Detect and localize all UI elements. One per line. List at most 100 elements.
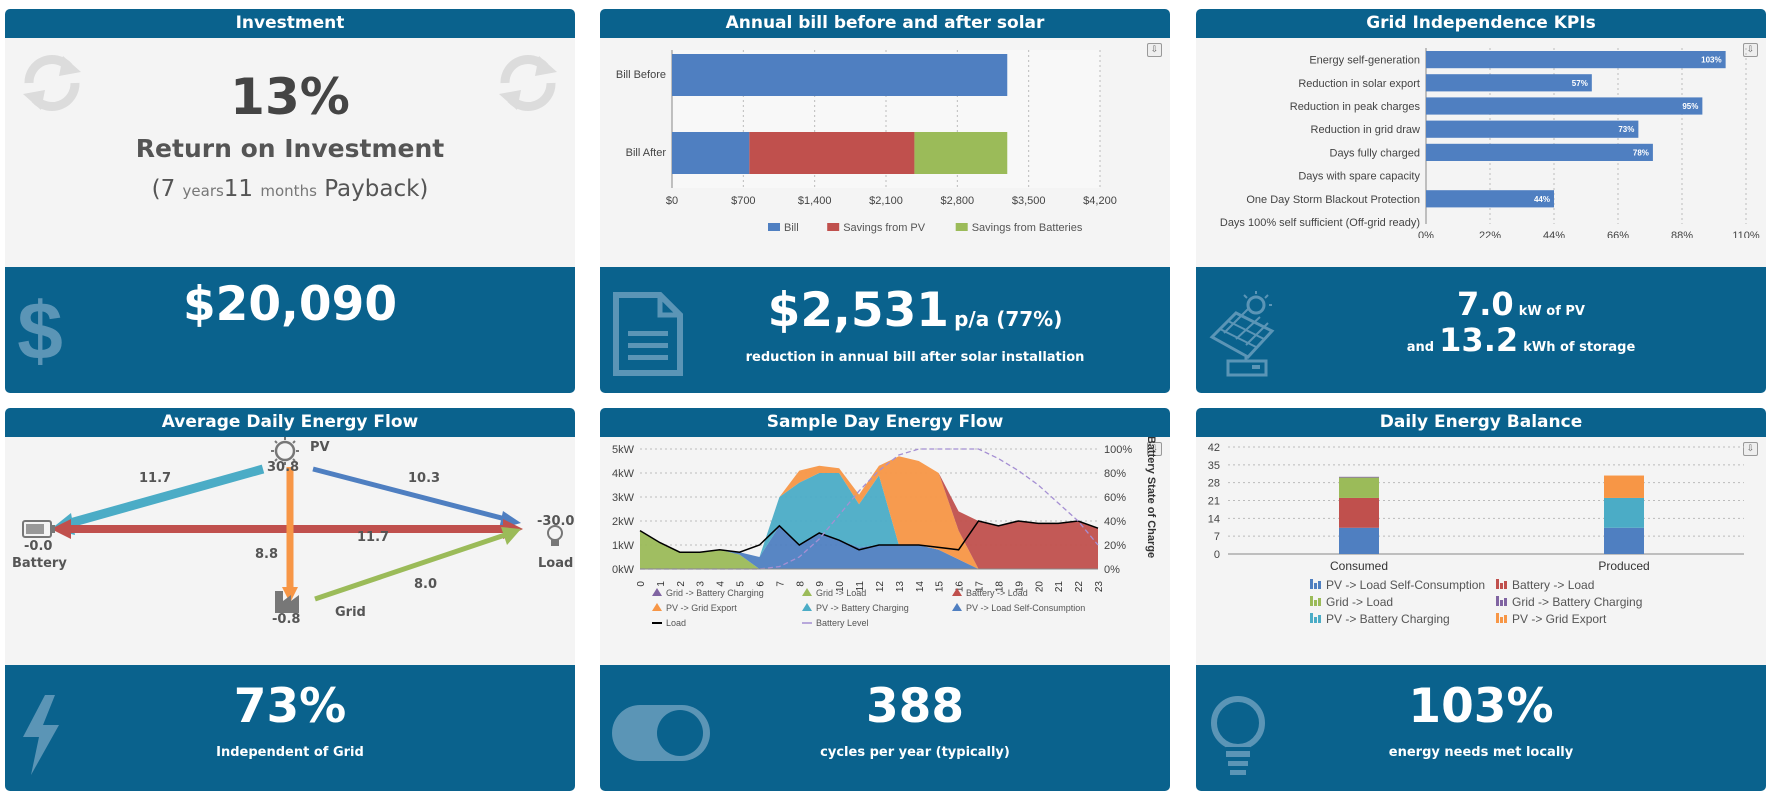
svg-text:$: $	[17, 289, 63, 369]
area-series	[640, 456, 1098, 569]
legend-label: Grid -> Load	[816, 588, 866, 598]
download-icon[interactable]: ⇩	[1743, 43, 1758, 57]
investment-footer: $ $20,090	[5, 267, 575, 393]
legend-label: PV -> Load Self-Consumption	[1326, 578, 1485, 592]
kpi-title: Grid Independence KPIs	[1196, 9, 1766, 38]
download-icon[interactable]: ⇩	[1147, 442, 1162, 456]
pv-value: 30.8	[267, 460, 300, 475]
flow-title: Average Daily Energy Flow	[5, 408, 575, 437]
data-label: 57%	[1572, 79, 1588, 88]
x-tick-label: 110%	[1732, 230, 1760, 238]
legend-label: Battery -> Load	[1512, 578, 1594, 592]
sample-panel: Sample Day Energy Flow ⇩ 0kW 0% 1kW 20% 2kW 4…	[600, 408, 1170, 791]
legend-label: PV -> Load Self-Consumption	[966, 603, 1085, 613]
kpi-chart: 0% 22% 44% 66% 88% 110% Energy self-generation…	[1220, 48, 1760, 238]
bar	[1339, 527, 1379, 554]
legend-label: Savings from Batteries	[972, 222, 1083, 234]
x-tick-label: 9	[815, 581, 826, 587]
legend-label: Battery -> Load	[966, 588, 1028, 598]
x-tick-label: Consumed	[1330, 559, 1388, 573]
category-label: Days 100% self sufficient (Off-grid read…	[1220, 217, 1420, 229]
energy-flow-diagram	[22, 437, 563, 613]
x-tick-label: $2,800	[941, 195, 975, 207]
y2-axis-title: Battery State of Charge	[1145, 437, 1157, 558]
kpi-footer: 7.0 kW of PV and 13.2 kWh of storage	[1196, 267, 1766, 393]
x-tick-label: 8	[795, 581, 806, 587]
x-tick-label: $0	[666, 195, 678, 207]
legend-swatch	[1496, 596, 1499, 606]
y-tick-label: 7	[1214, 531, 1220, 543]
y2-tick-label: 20%	[1104, 540, 1126, 552]
lightbulb-icon	[1211, 696, 1265, 775]
legend-swatch	[1318, 598, 1321, 606]
category-label: Days fully charged	[1330, 147, 1421, 159]
factory-icon	[275, 591, 299, 613]
legend-swatch	[1318, 581, 1321, 589]
y-tick-label: 0kW	[612, 564, 635, 576]
x-tick-label: 11	[855, 581, 866, 592]
legend-swatch	[1504, 581, 1507, 589]
legend-swatch	[1318, 615, 1321, 623]
balance-title: Daily Energy Balance	[1196, 408, 1766, 437]
balance-value: 103%	[1408, 679, 1554, 734]
grid-value: -0.8	[272, 612, 301, 627]
category-label: Bill After	[626, 147, 667, 159]
x-tick-label: 0%	[1418, 230, 1434, 238]
bar	[1604, 475, 1644, 498]
download-icon[interactable]: ⇩	[1743, 442, 1758, 456]
legend-swatch	[1500, 600, 1503, 606]
legend-swatch	[1496, 579, 1499, 589]
load-line	[639, 520, 1099, 553]
data-label: 103%	[1701, 56, 1721, 65]
x-tick-label: 15	[935, 581, 946, 593]
flow-caption: Independent of Grid	[216, 745, 364, 760]
y2-tick-label: 0%	[1104, 564, 1120, 576]
legend-swatch	[802, 603, 812, 611]
bill-panel: Annual bill before and after solar ⇩ $0 $…	[600, 9, 1170, 393]
edge-battery-load: 11.7	[357, 530, 390, 545]
legend-swatch	[768, 223, 780, 231]
legend-label: PV -> Grid Export	[666, 603, 737, 613]
bill-suffix: p/a (77%)	[954, 307, 1063, 331]
legend-swatch	[1500, 617, 1503, 623]
sample-value: 388	[865, 679, 965, 734]
bill-amount: $2,531	[767, 283, 950, 338]
legend-swatch	[1314, 600, 1317, 606]
y-tick-label: 21	[1208, 496, 1220, 508]
x-tick-label: 23	[1094, 581, 1105, 593]
y-tick-label: 14	[1208, 513, 1220, 525]
y-tick-label: 1kW	[612, 540, 635, 552]
x-tick-label: $1,400	[798, 195, 832, 207]
flow-pct: 73%	[233, 679, 347, 734]
bar	[914, 132, 1008, 174]
x-tick-label: 21	[1054, 581, 1065, 593]
bar	[1426, 190, 1554, 208]
solar-panel-icon	[1209, 291, 1275, 377]
x-tick-label: 18	[994, 581, 1005, 593]
legend-label: Grid -> Load	[1326, 595, 1393, 609]
data-label: 44%	[1534, 195, 1550, 204]
x-tick-label: $4,200	[1083, 195, 1117, 207]
x-tick-label: 16	[955, 581, 966, 593]
y-tick-label: 2kW	[612, 516, 635, 528]
x-tick-label: $2,100	[869, 195, 903, 207]
sample-footer: 388 cycles per year (typically)	[600, 665, 1170, 791]
area-series	[640, 530, 1098, 569]
y-tick-label: 5kW	[612, 444, 635, 456]
category-label: Bill Before	[616, 69, 666, 81]
lightbulb-icon	[547, 525, 563, 546]
legend-label: Grid -> Battery Charging	[666, 588, 764, 598]
x-tick-label: 13	[895, 581, 906, 593]
edge-grid-load: 8.0	[414, 577, 438, 592]
x-tick-label: 2	[676, 581, 687, 587]
y2-tick-label: 60%	[1104, 492, 1126, 504]
y-tick-label: 35	[1208, 460, 1220, 472]
download-icon[interactable]: ⇩	[1147, 43, 1162, 57]
legend-swatch	[952, 588, 962, 596]
y-tick-label: 28	[1208, 478, 1220, 490]
balance-footer: 103% energy needs met locally	[1196, 665, 1766, 791]
x-tick-label: 5	[736, 581, 747, 587]
legend-swatch	[1314, 583, 1317, 589]
refresh-icon	[23, 55, 81, 111]
battery-label: Battery	[12, 556, 67, 571]
